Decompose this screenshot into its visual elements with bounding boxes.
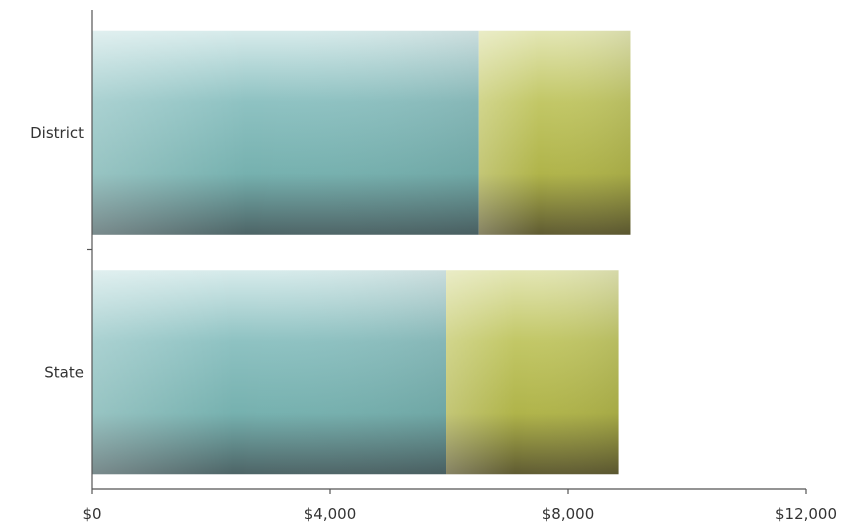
bar-sheen	[92, 30, 479, 235]
x-tick-label: $4,000	[304, 505, 357, 523]
category-label-state: State	[44, 363, 84, 381]
x-tick-label: $12,000	[775, 505, 837, 523]
x-tick-label: $0	[82, 505, 101, 523]
axis-labels: District State $0 $4,000 $8,000 $12,000	[30, 124, 837, 523]
x-tick-label: $8,000	[542, 505, 595, 523]
bar-sheen	[478, 30, 631, 235]
category-label-district: District	[30, 124, 84, 142]
bar-sheen	[446, 270, 619, 475]
bar-sheen	[92, 270, 447, 475]
bars-layer	[92, 30, 631, 475]
